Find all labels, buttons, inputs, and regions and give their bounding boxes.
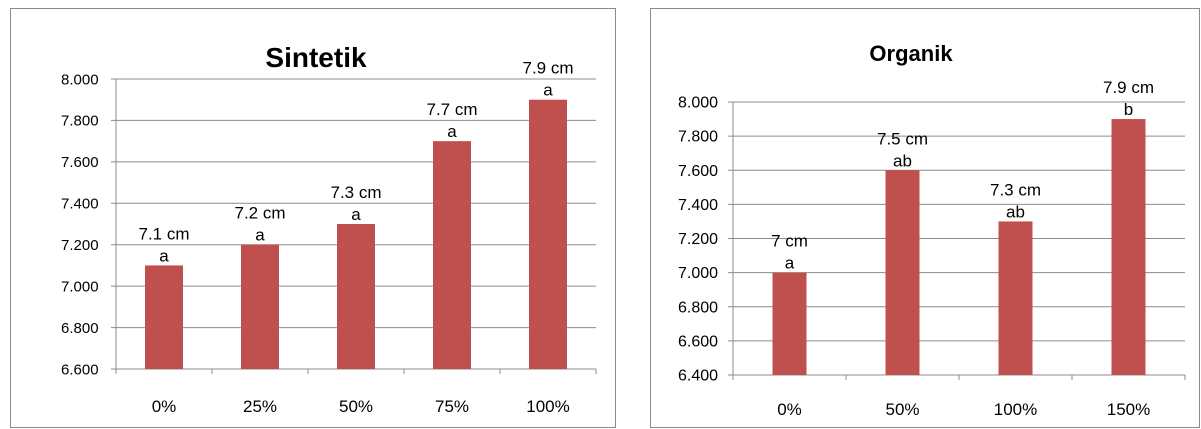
bar [885,170,920,375]
data-label-letter: ab [893,151,912,170]
data-label-letter: a [543,81,553,100]
bar [337,224,375,369]
y-tick-label: 7.800 [61,113,99,130]
y-tick-label: 8.000 [61,71,99,88]
bar [145,265,183,369]
data-label-value: 7.5 cm [877,129,928,148]
y-tick-label: 6.600 [678,333,718,350]
chart-sintetik-svg: 6.600 6.800 7.000 7.200 7.400 7.600 7.800 8.000… [61,42,597,416]
data-label-value: 7.9 cm [522,59,573,78]
x-tick-label: 100% [994,400,1037,419]
data-label-letter: a [159,246,169,265]
y-tick-label: 7.000 [61,278,99,295]
data-label-letter: ab [1006,202,1025,221]
chart-sintetik: 6.600 6.800 7.000 7.200 7.400 7.600 7.800 8.000… [10,8,616,428]
data-label-letter: b [1124,100,1133,119]
x-tick-label: 75% [435,397,469,416]
x-tick-label: 25% [243,397,277,416]
chart-organik: 6.400 6.600 6.800 7.000 7.200 7.400 7.600 7.800… [650,8,1200,428]
data-label-value: 7.3 cm [330,183,381,202]
bar [1111,119,1146,375]
data-label-letter: a [447,122,457,141]
y-tick-label: 7.600 [678,163,718,180]
chart-title: Organik [869,41,953,66]
data-label-letter: a [255,226,265,245]
data-label-value: 7.1 cm [138,224,189,243]
bar [433,141,471,369]
y-tick-label: 7.400 [61,196,99,213]
y-tick-label: 7.600 [61,154,99,171]
y-tick-label: 7.800 [678,129,718,146]
data-label-value: 7.3 cm [990,180,1041,199]
bar [998,221,1033,375]
x-tick-label: 0% [152,397,177,416]
y-tick-label: 6.800 [61,320,99,337]
y-tick-label: 7.200 [61,237,99,254]
data-label-value: 7.9 cm [1103,78,1154,97]
x-tick-label: 50% [339,397,373,416]
y-tick-label: 7.000 [678,265,718,282]
x-tick-label: 100% [526,397,569,416]
chart-title: Sintetik [265,42,367,73]
data-label-letter: a [785,254,795,273]
x-tick-label: 150% [1107,400,1150,419]
y-tick-label: 7.400 [678,197,718,214]
x-tick-label: 50% [885,400,919,419]
y-tick-label: 6.600 [61,361,99,378]
data-label-value: 7 cm [771,232,808,251]
y-tick-label: 7.200 [678,231,718,248]
bar [529,99,567,369]
data-label-letter: a [351,205,361,224]
x-tick-label: 0% [777,400,802,419]
data-label-value: 7.7 cm [426,100,477,119]
bar [241,244,279,369]
y-tick-label: 8.000 [678,95,718,112]
y-tick-label: 6.400 [678,368,718,385]
y-tick-label: 6.800 [678,299,718,316]
bar [772,272,807,375]
chart-organik-svg: 6.400 6.600 6.800 7.000 7.200 7.400 7.600 7.800… [678,41,1186,419]
data-label-value: 7.2 cm [234,204,285,223]
